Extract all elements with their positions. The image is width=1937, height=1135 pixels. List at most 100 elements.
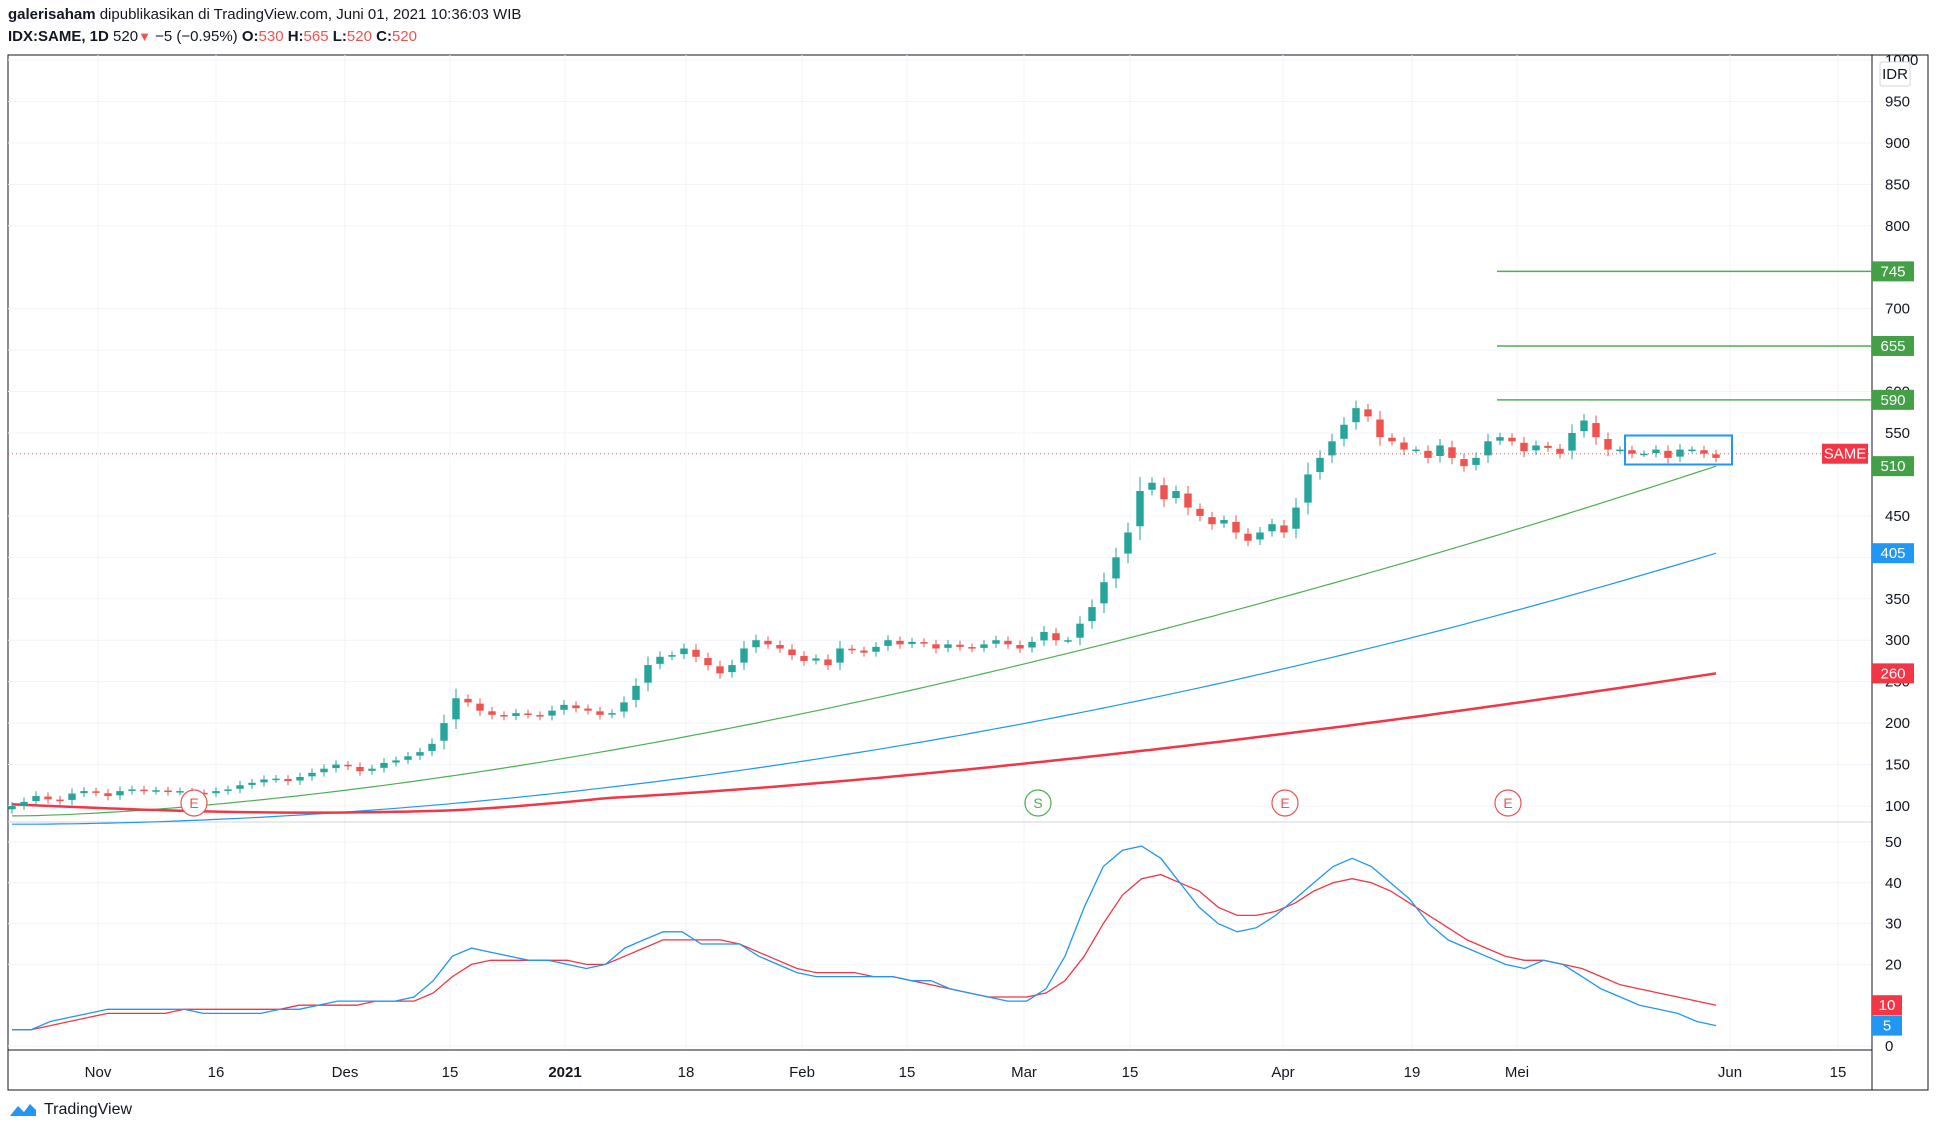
candle <box>440 714 448 750</box>
candle <box>644 656 652 692</box>
candle-body <box>524 713 532 715</box>
candle-body <box>1028 641 1036 648</box>
candle-body <box>812 658 820 661</box>
candle <box>1592 415 1600 445</box>
candle <box>500 711 508 721</box>
candle <box>368 764 376 775</box>
price-tag-label: 590 <box>1880 392 1905 409</box>
candle-body <box>1568 433 1576 451</box>
candle <box>1112 547 1120 589</box>
brand-label: TradingView <box>44 1101 133 1118</box>
candle <box>1124 522 1132 564</box>
candle <box>1328 433 1336 463</box>
candle <box>68 788 76 806</box>
candle <box>1016 640 1024 653</box>
candle <box>308 768 316 781</box>
candle <box>488 706 496 720</box>
candle-body <box>1076 623 1084 638</box>
candle <box>752 634 760 653</box>
candle <box>1472 452 1480 471</box>
candle <box>1292 497 1300 539</box>
candle <box>1040 626 1048 647</box>
candle <box>296 772 304 785</box>
candle <box>1232 515 1240 539</box>
candle-body <box>140 789 148 792</box>
earnings-event-marker[interactable]: E <box>1271 789 1299 817</box>
candle <box>512 709 520 721</box>
candle <box>572 701 580 713</box>
currency-box[interactable] <box>1879 61 1911 87</box>
candle <box>1508 433 1516 446</box>
candle-body <box>740 648 748 663</box>
candle-body <box>992 640 1000 644</box>
candle <box>92 787 100 797</box>
candle-body <box>224 789 232 791</box>
high-label: H: <box>287 28 304 45</box>
candle <box>1424 445 1432 464</box>
indicator-red-line <box>12 873 1717 1031</box>
price-tag: 510 <box>1872 456 1914 477</box>
candle <box>1712 449 1720 463</box>
candle <box>596 706 604 720</box>
indicator-tick-label: 50 <box>1885 834 1902 851</box>
candle-body <box>1328 441 1336 456</box>
candle <box>584 704 592 715</box>
price-tick-label: 150 <box>1885 757 1910 774</box>
candle-body <box>1664 450 1672 458</box>
price-tick-label: 200 <box>1885 715 1910 732</box>
candle-body <box>1148 482 1156 490</box>
candle-body <box>1136 491 1144 527</box>
candle-body <box>1712 454 1720 458</box>
candle-body <box>764 640 772 645</box>
candle-body <box>200 792 208 795</box>
price-change: −5 (−0.95%) <box>155 28 238 45</box>
split-event-marker[interactable]: S <box>1024 789 1052 817</box>
candle-body <box>1700 450 1708 454</box>
candle-body <box>368 768 376 771</box>
earnings-event-marker[interactable]: E <box>180 789 208 817</box>
candle-body <box>20 801 28 806</box>
indicator-tick-label: 20 <box>1885 956 1902 973</box>
candle <box>920 638 928 648</box>
event-label: E <box>1503 795 1512 811</box>
candle-body <box>752 640 760 648</box>
candle <box>776 640 784 653</box>
candle <box>692 644 700 663</box>
candle <box>416 747 424 761</box>
price-tag-label: 655 <box>1880 338 1905 355</box>
candle-body <box>56 799 64 802</box>
candle-body <box>1172 491 1180 499</box>
time-axis[interactable]: Nov 16 Des 15 2021 18 Feb 15 Mar 15 Apr 19 Mei Jun 15 <box>85 1064 1847 1081</box>
candle <box>740 640 748 671</box>
candle-body <box>728 665 736 673</box>
candle-body <box>1484 441 1492 456</box>
time-tick-label: 18 <box>678 1064 695 1081</box>
candle <box>116 786 124 800</box>
indicator-tag: 10 <box>1872 995 1902 1016</box>
candle-body <box>692 649 700 657</box>
candle-body <box>1100 582 1108 604</box>
candle <box>1652 445 1660 458</box>
candle <box>800 651 808 666</box>
candle-body <box>416 752 424 756</box>
low-value: 520 <box>346 28 372 45</box>
candle-body <box>548 710 556 716</box>
candle <box>608 709 616 719</box>
footer-brand[interactable]: TradingView <box>8 1100 132 1120</box>
candle-body <box>164 790 172 792</box>
candle-body <box>1292 507 1300 529</box>
candle <box>872 642 880 657</box>
candle <box>1376 410 1384 446</box>
candle <box>1244 528 1252 547</box>
candle-body <box>1388 437 1396 442</box>
candle-body <box>212 791 220 794</box>
author-name[interactable]: galerisaham <box>8 6 96 23</box>
indicator-tick-label: 30 <box>1885 916 1902 933</box>
price-tag-label: SAME <box>1824 446 1867 463</box>
candle <box>56 795 64 805</box>
candle <box>980 639 988 653</box>
earnings-event-marker[interactable]: E <box>1494 789 1522 817</box>
candle-body <box>584 708 592 711</box>
